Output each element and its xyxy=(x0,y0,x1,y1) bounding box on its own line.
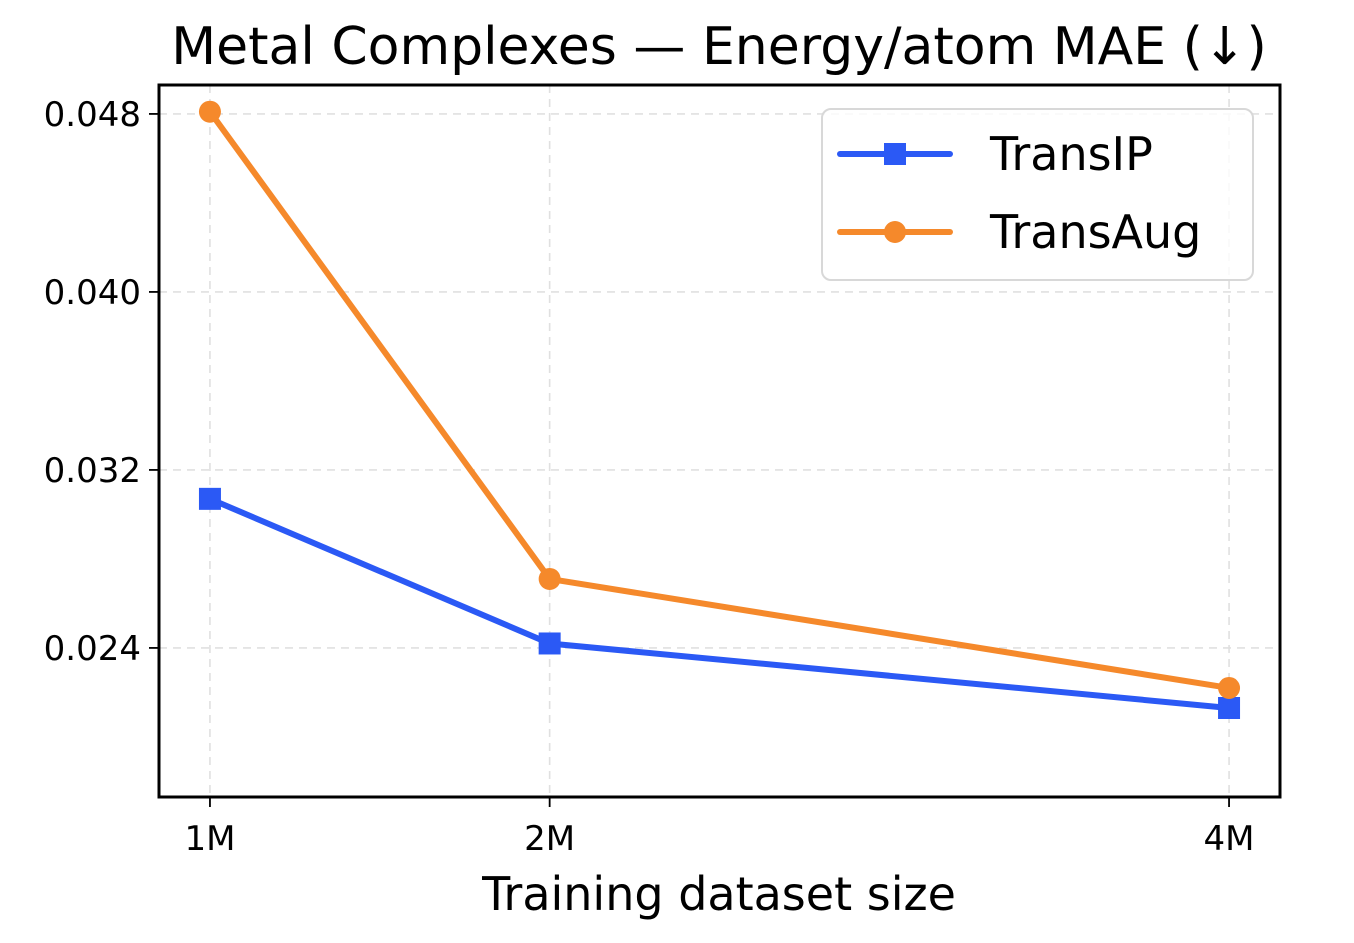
legend-label: TransIP xyxy=(989,127,1153,181)
data-point-marker xyxy=(198,100,221,123)
chart-title: Metal Complexes — Energy/atom MAE (↓) xyxy=(171,17,1267,77)
series-transip xyxy=(198,487,1241,719)
legend-entry: TransAug xyxy=(837,205,1201,259)
legend-entries: TransIP TransAug xyxy=(837,127,1201,259)
legend-marker xyxy=(884,221,906,243)
x-axis-label: Training dataset size xyxy=(481,867,956,921)
legend-entry: TransIP xyxy=(837,127,1153,181)
data-point-marker xyxy=(1218,697,1241,719)
tick-layer: 1M 2M 4M 0.048 0.040 0.032 0.024 xyxy=(44,95,1255,859)
legend-label: TransAug xyxy=(989,205,1201,259)
y-tick-label: 0.048 xyxy=(44,95,141,135)
data-point-marker xyxy=(538,567,561,590)
x-tick-label: 2M xyxy=(524,819,575,859)
data-point-marker xyxy=(198,487,221,510)
y-tick-label: 0.040 xyxy=(44,273,141,313)
series-transaug xyxy=(198,100,1241,699)
data-point-marker xyxy=(1218,676,1241,699)
legend: TransIP TransAug xyxy=(821,108,1254,281)
data-point-marker xyxy=(538,632,561,655)
legend-marker xyxy=(884,143,906,165)
y-tick-label: 0.032 xyxy=(44,451,141,491)
x-tick-label: 1M xyxy=(184,819,235,859)
x-tick-label: 4M xyxy=(1204,819,1255,859)
y-tick-label: 0.024 xyxy=(44,629,141,669)
series-layer xyxy=(198,100,1241,719)
plot-area-frame xyxy=(157,83,1282,799)
